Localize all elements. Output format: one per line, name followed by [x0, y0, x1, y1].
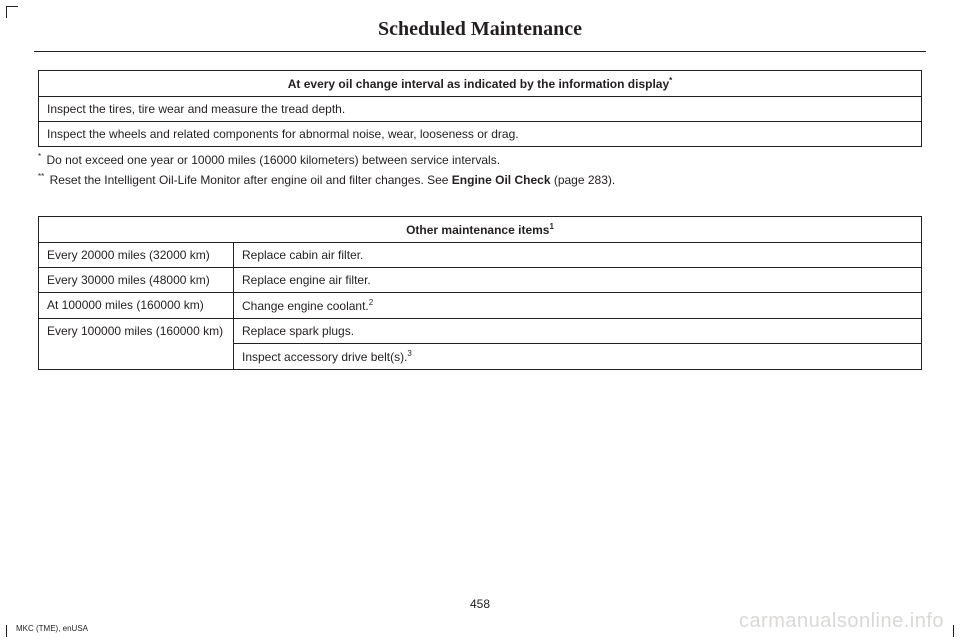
- task-cell: Change engine coolant.2: [234, 293, 922, 319]
- header-text: At every oil change interval as indicate…: [288, 77, 669, 91]
- oil-change-header: At every oil change interval as indicate…: [39, 71, 922, 97]
- table-row: Every 30000 miles (48000 km)Replace engi…: [39, 268, 922, 293]
- footnote-sup: **: [38, 172, 44, 181]
- crop-mark: [6, 6, 18, 18]
- table-cell: Inspect the tires, tire wear and measure…: [39, 97, 922, 122]
- interval-cell: At 100000 miles (160000 km): [39, 293, 234, 319]
- footnote: * Do not exceed one year or 10000 miles …: [38, 151, 922, 169]
- crop-mark: [953, 625, 954, 637]
- other-maint-table: Other maintenance items1 Every 20000 mil…: [38, 216, 922, 370]
- crop-mark: [6, 625, 7, 637]
- main-content: At every oil change interval as indicate…: [0, 70, 960, 370]
- table-row: Inspect the tires, tire wear and measure…: [39, 97, 922, 122]
- table-cell: Inspect the wheels and related component…: [39, 122, 922, 147]
- task-cell: Inspect accessory drive belt(s).3: [234, 344, 922, 370]
- oil-change-table: At every oil change interval as indicate…: [38, 70, 922, 147]
- other-maint-body: Every 20000 miles (32000 km)Replace cabi…: [39, 243, 922, 370]
- header-text: Other maintenance items: [406, 223, 549, 237]
- header-sup: *: [669, 76, 672, 85]
- footer-left: MKC (TME), enUSA: [16, 624, 88, 633]
- page-title: Scheduled Maintenance: [0, 0, 960, 51]
- engine-oil-check-link: Engine Oil Check: [452, 173, 551, 187]
- title-rule: [34, 51, 926, 52]
- footnote: ** Reset the Intelligent Oil-Life Monito…: [38, 171, 922, 189]
- footer-right: carmanualsonline.info: [739, 610, 944, 633]
- task-sup: 3: [407, 349, 411, 358]
- table-row: Inspect the wheels and related component…: [39, 122, 922, 147]
- oil-change-body: Inspect the tires, tire wear and measure…: [39, 97, 922, 147]
- interval-cell: Every 30000 miles (48000 km): [39, 268, 234, 293]
- interval-cell: Every 20000 miles (32000 km): [39, 243, 234, 268]
- other-maint-header: Other maintenance items1: [39, 217, 922, 243]
- table-row: Every 100000 miles (160000 km)Replace sp…: [39, 319, 922, 344]
- footnote-sup: *: [38, 152, 41, 161]
- footnotes-1: * Do not exceed one year or 10000 miles …: [38, 151, 922, 189]
- task-sup: 2: [369, 298, 373, 307]
- header-sup: 1: [549, 222, 553, 231]
- interval-cell: Every 100000 miles (160000 km): [39, 319, 234, 370]
- task-cell: Replace cabin air filter.: [234, 243, 922, 268]
- table-row: Every 20000 miles (32000 km)Replace cabi…: [39, 243, 922, 268]
- table-row: At 100000 miles (160000 km)Change engine…: [39, 293, 922, 319]
- page-number: 458: [0, 597, 960, 611]
- task-cell: Replace spark plugs.: [234, 319, 922, 344]
- task-cell: Replace engine air filter.: [234, 268, 922, 293]
- spacer: [38, 190, 922, 216]
